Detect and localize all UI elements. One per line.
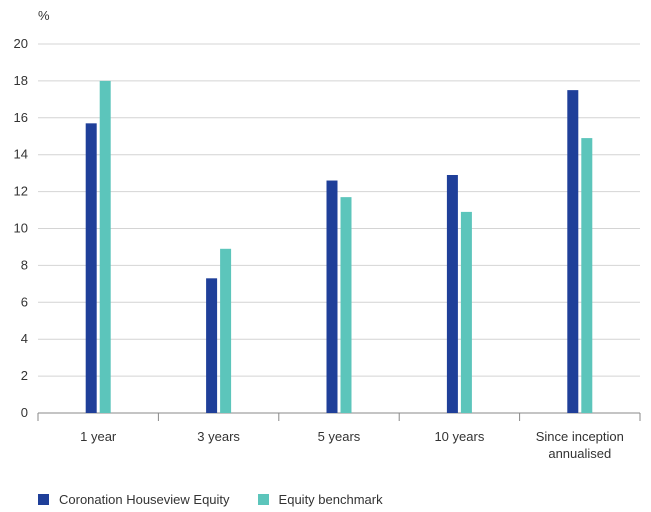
y-tick-label: 8: [21, 257, 28, 272]
bar-houseview: [446, 174, 458, 413]
y-tick-label: 18: [14, 73, 28, 88]
legend-item-benchmark: Equity benchmark: [257, 492, 383, 507]
legend-label-benchmark: Equity benchmark: [278, 492, 383, 507]
y-tick-label: 6: [21, 294, 28, 309]
x-tick-label: Since inception: [536, 429, 624, 444]
legend-label-houseview: Coronation Houseview Equity: [59, 492, 230, 507]
x-tick-label: 10 years: [434, 429, 484, 444]
legend-item-houseview: Coronation Houseview Equity: [38, 492, 230, 507]
y-axis-unit-label: %: [38, 8, 50, 23]
y-tick-label: 20: [14, 36, 28, 51]
bar-houseview: [567, 90, 579, 413]
bar-houseview: [326, 180, 338, 413]
bar-chart: % 0 2 4 6 8 10 12 14 16 18 20 1 year 3 years 5 years…: [14, 8, 641, 461]
bar-benchmark: [581, 138, 593, 413]
y-tick-label: 16: [14, 110, 28, 125]
y-tick-label: 4: [21, 331, 28, 346]
x-tick-label: 5 years: [318, 429, 361, 444]
bar-houseview: [85, 123, 97, 414]
bar-benchmark: [99, 80, 111, 414]
bar-benchmark: [220, 248, 232, 413]
y-axis-ticks: 0 2 4 6 8 10 12 14 16 18 20: [14, 36, 28, 420]
y-tick-label: 0: [21, 405, 28, 420]
bar-benchmark: [460, 211, 472, 413]
x-tick-label: 1 year: [80, 429, 117, 444]
y-tick-label: 12: [14, 184, 28, 199]
bars: [85, 80, 593, 414]
gridlines: [38, 43, 640, 414]
x-tick-label: 3 years: [197, 429, 240, 444]
bar-houseview: [206, 278, 218, 413]
x-tick-label: annualised: [548, 446, 611, 461]
y-tick-label: 10: [14, 221, 28, 236]
legend-swatch-houseview: [38, 494, 49, 505]
y-tick-label: 2: [21, 368, 28, 383]
legend: Coronation Houseview Equity Equity bench…: [38, 492, 411, 507]
bar-benchmark: [340, 197, 352, 413]
y-tick-label: 14: [14, 147, 28, 162]
legend-swatch-benchmark: [257, 494, 269, 505]
x-axis: 1 year 3 years 5 years 10 years Since incept…: [37, 413, 641, 461]
